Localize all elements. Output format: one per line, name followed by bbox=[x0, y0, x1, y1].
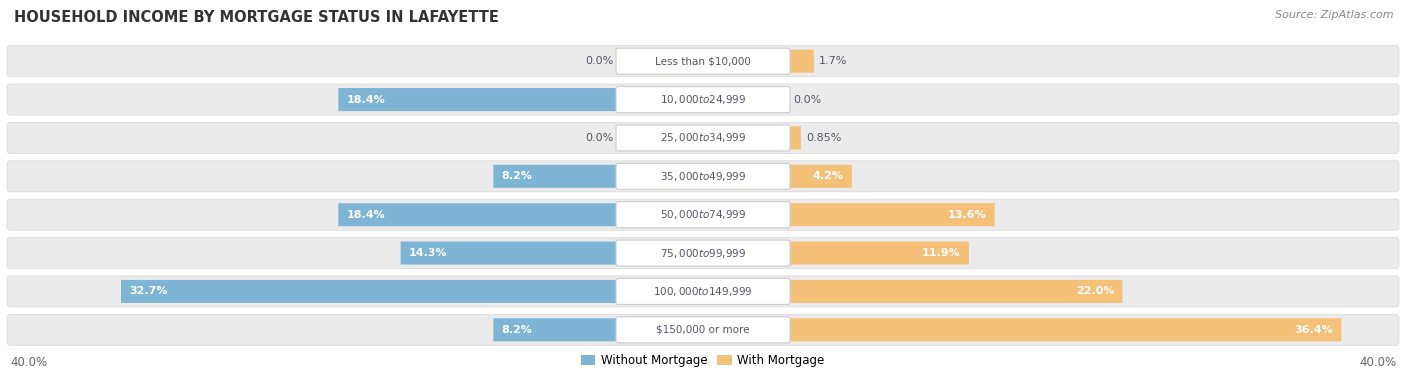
Text: 22.0%: 22.0% bbox=[1076, 287, 1115, 296]
FancyBboxPatch shape bbox=[121, 280, 619, 303]
Text: 40.0%: 40.0% bbox=[10, 357, 48, 369]
Text: $100,000 to $149,999: $100,000 to $149,999 bbox=[654, 285, 752, 298]
Text: 8.2%: 8.2% bbox=[502, 325, 533, 335]
FancyBboxPatch shape bbox=[787, 165, 852, 188]
Text: 40.0%: 40.0% bbox=[1358, 357, 1396, 369]
FancyBboxPatch shape bbox=[787, 318, 1341, 341]
Text: $25,000 to $34,999: $25,000 to $34,999 bbox=[659, 132, 747, 144]
FancyBboxPatch shape bbox=[787, 126, 801, 149]
Text: 0.0%: 0.0% bbox=[793, 95, 821, 104]
FancyBboxPatch shape bbox=[494, 318, 619, 341]
FancyBboxPatch shape bbox=[616, 87, 790, 113]
Text: $150,000 or more: $150,000 or more bbox=[657, 325, 749, 335]
Text: 36.4%: 36.4% bbox=[1295, 325, 1333, 335]
FancyBboxPatch shape bbox=[616, 163, 790, 189]
FancyBboxPatch shape bbox=[494, 165, 619, 188]
FancyBboxPatch shape bbox=[787, 242, 969, 265]
FancyBboxPatch shape bbox=[616, 317, 790, 343]
Text: Source: ZipAtlas.com: Source: ZipAtlas.com bbox=[1275, 10, 1393, 20]
FancyBboxPatch shape bbox=[7, 238, 1399, 268]
Text: $10,000 to $24,999: $10,000 to $24,999 bbox=[659, 93, 747, 106]
FancyBboxPatch shape bbox=[339, 203, 619, 226]
FancyBboxPatch shape bbox=[787, 280, 1122, 303]
Text: 1.7%: 1.7% bbox=[818, 56, 848, 66]
Text: 14.3%: 14.3% bbox=[409, 248, 447, 258]
Text: $50,000 to $74,999: $50,000 to $74,999 bbox=[659, 208, 747, 221]
FancyBboxPatch shape bbox=[7, 276, 1399, 307]
Text: 13.6%: 13.6% bbox=[948, 210, 987, 220]
Text: 18.4%: 18.4% bbox=[346, 210, 385, 220]
FancyBboxPatch shape bbox=[616, 48, 790, 74]
Text: $75,000 to $99,999: $75,000 to $99,999 bbox=[659, 247, 747, 259]
Text: 0.85%: 0.85% bbox=[806, 133, 841, 143]
FancyBboxPatch shape bbox=[7, 314, 1399, 345]
Text: 32.7%: 32.7% bbox=[129, 287, 167, 296]
Text: HOUSEHOLD INCOME BY MORTGAGE STATUS IN LAFAYETTE: HOUSEHOLD INCOME BY MORTGAGE STATUS IN L… bbox=[14, 10, 499, 25]
Legend: Without Mortgage, With Mortgage: Without Mortgage, With Mortgage bbox=[581, 354, 825, 367]
FancyBboxPatch shape bbox=[7, 46, 1399, 77]
FancyBboxPatch shape bbox=[7, 161, 1399, 192]
FancyBboxPatch shape bbox=[616, 202, 790, 228]
FancyBboxPatch shape bbox=[787, 203, 994, 226]
Text: Less than $10,000: Less than $10,000 bbox=[655, 56, 751, 66]
FancyBboxPatch shape bbox=[787, 50, 814, 73]
FancyBboxPatch shape bbox=[7, 84, 1399, 115]
FancyBboxPatch shape bbox=[7, 123, 1399, 153]
Text: 0.0%: 0.0% bbox=[585, 133, 613, 143]
FancyBboxPatch shape bbox=[339, 88, 619, 111]
FancyBboxPatch shape bbox=[401, 242, 619, 265]
FancyBboxPatch shape bbox=[616, 279, 790, 305]
Text: 8.2%: 8.2% bbox=[502, 171, 533, 181]
FancyBboxPatch shape bbox=[616, 240, 790, 266]
Text: $35,000 to $49,999: $35,000 to $49,999 bbox=[659, 170, 747, 183]
Text: 18.4%: 18.4% bbox=[346, 95, 385, 104]
FancyBboxPatch shape bbox=[616, 125, 790, 151]
FancyBboxPatch shape bbox=[7, 199, 1399, 230]
Text: 11.9%: 11.9% bbox=[922, 248, 960, 258]
Text: 4.2%: 4.2% bbox=[813, 171, 844, 181]
Text: 0.0%: 0.0% bbox=[585, 56, 613, 66]
